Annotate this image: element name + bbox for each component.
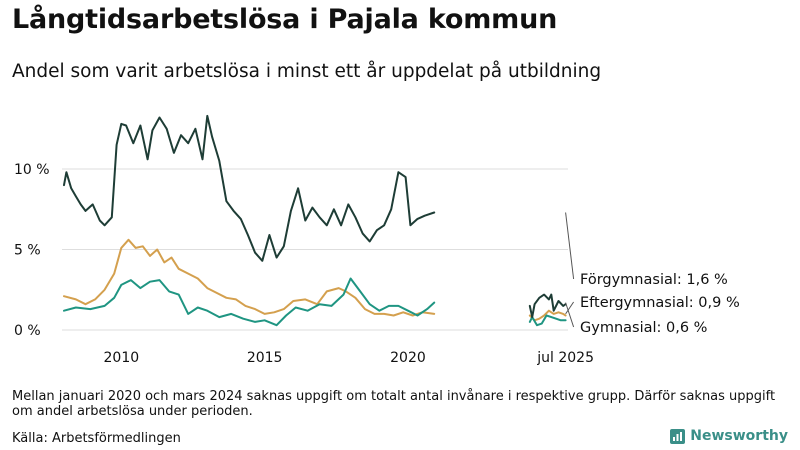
y-axis-ticks: 0 % 5 % 10 % xyxy=(14,162,50,339)
series-end-label: Eftergymnasial: 0,9 % xyxy=(580,295,740,311)
x-tick-label: 2020 xyxy=(390,350,426,366)
chart-bars-icon xyxy=(670,428,686,444)
label-leader-line xyxy=(565,302,575,328)
newsworthy-logo: Newsworthy xyxy=(670,428,788,444)
chart-subtitle: Andel som varit arbetslösa i minst ett å… xyxy=(12,61,602,82)
label-leader-line xyxy=(565,301,575,315)
chart-note: Mellan januari 2020 och mars 2024 saknas… xyxy=(12,389,776,419)
label-leader-line xyxy=(565,212,575,280)
series-line-gymnasial-2 xyxy=(63,277,436,327)
series-line-gymnasial-5 xyxy=(528,314,567,327)
x-axis-ticks: 2010 2015 2020 jul 2025 xyxy=(104,350,594,366)
series-labels: Förgymnasial: 1,6 % Eftergymnasial: 0,9 %… xyxy=(565,212,740,336)
y-tick-label: 5 % xyxy=(14,243,41,259)
y-tick-label: 10 % xyxy=(14,162,50,178)
brand-name: Newsworthy xyxy=(690,428,788,444)
series-line-eftergymnasial-1 xyxy=(63,238,436,317)
x-tick-label: 2015 xyxy=(247,350,283,366)
series-end-label: Förgymnasial: 1,6 % xyxy=(580,272,728,288)
chart-source: Källa: Arbetsförmedlingen xyxy=(12,431,181,446)
series-end-label: Gymnasial: 0,6 % xyxy=(580,320,707,336)
x-tick-label: 2010 xyxy=(104,350,140,366)
series-lines xyxy=(63,114,567,327)
series-line-eftergymnasial-4 xyxy=(528,309,567,322)
chart-title: Långtidsarbetslösa i Pajala kommun xyxy=(12,4,558,35)
y-tick-label: 0 % xyxy=(14,323,41,339)
x-tick-label: jul 2025 xyxy=(536,350,594,366)
series-line-f-rgymnasial-0 xyxy=(63,114,436,262)
series-line-f-rgymnasial-3 xyxy=(528,293,567,319)
